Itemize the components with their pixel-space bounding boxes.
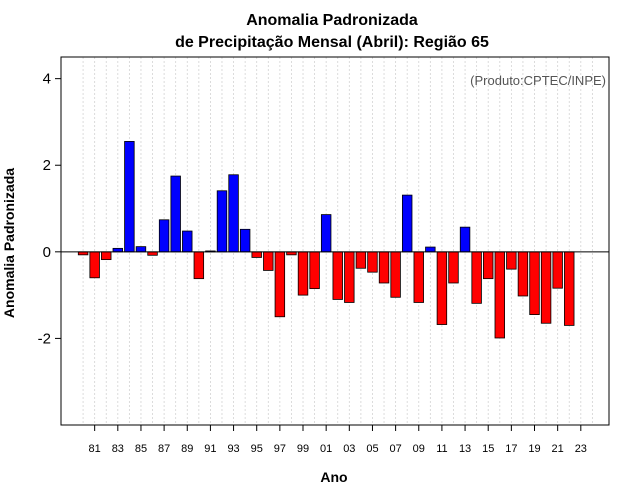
xtick-label-97: 97 [274, 443, 286, 455]
bar-10 [425, 246, 436, 253]
xtick-label-23: 23 [575, 443, 587, 455]
bar-07 [390, 251, 401, 298]
bar-08 [401, 194, 413, 253]
bar-94 [239, 228, 251, 253]
xtick-label-01: 01 [320, 443, 332, 455]
xtick-label-91: 91 [204, 443, 216, 455]
ytick-label--2: -2 [38, 330, 51, 347]
bar-92 [216, 190, 228, 253]
y-axis: -2 0 2 4 [38, 71, 61, 347]
bar-84 [124, 141, 135, 253]
xtick-label-13: 13 [459, 443, 471, 455]
xtick-label-09: 09 [413, 443, 425, 455]
xtick-label-85: 85 [135, 443, 147, 455]
xtick-label-81: 81 [89, 443, 101, 455]
bar-15 [483, 251, 494, 280]
bar-85 [135, 246, 147, 253]
xtick-label-93: 93 [227, 443, 239, 455]
bar-13 [459, 226, 471, 253]
xtick-label-15: 15 [482, 443, 494, 455]
bar-99 [297, 251, 309, 296]
xtick-label-89: 89 [181, 443, 193, 455]
x-axis-label: Ano [320, 469, 347, 485]
bar-16 [494, 251, 505, 339]
ytick-label-4: 4 [43, 71, 51, 88]
bar-03 [344, 251, 355, 303]
product-credit: (Produto:CPTEC/INPE) [470, 73, 606, 88]
x-axis: 81 83 85 87 89 91 93 95 97 99 01 03 05 07 09 11 13 15 17 19… [89, 425, 587, 455]
bar-20 [540, 251, 552, 324]
bar-18 [517, 251, 529, 297]
bar-83 [112, 247, 124, 253]
bar-14 [471, 251, 482, 304]
bar-04 [355, 251, 367, 269]
bar-97 [274, 251, 286, 318]
bar-00 [309, 251, 320, 290]
chart-title-line2: de Precipitação Mensal (Abril): Região 6… [175, 34, 489, 51]
xtick-label-87: 87 [158, 443, 170, 455]
xtick-label-95: 95 [251, 443, 263, 455]
bar-22 [564, 251, 575, 326]
bar-89 [182, 230, 193, 253]
xtick-label-99: 99 [297, 443, 309, 455]
chart-title-line1: Anomalia Padronizada [246, 12, 418, 29]
y-axis-label: Anomalia Padronizada [1, 168, 17, 318]
xtick-label-05: 05 [366, 443, 378, 455]
xtick-label-83: 83 [112, 443, 124, 455]
bar-81 [89, 251, 100, 279]
bar-06 [378, 251, 390, 284]
xtick-label-19: 19 [528, 443, 540, 455]
bar-86 [147, 251, 158, 256]
ytick-label-2: 2 [43, 157, 51, 174]
xtick-label-21: 21 [552, 443, 564, 455]
bar-19 [529, 251, 540, 316]
bar-90 [193, 251, 205, 280]
bar-87 [158, 219, 170, 253]
bar-17 [506, 251, 517, 270]
xtick-label-03: 03 [343, 443, 355, 455]
bar-82 [101, 251, 112, 261]
bar-21 [552, 251, 563, 289]
xtick-label-17: 17 [505, 443, 517, 455]
bar-93 [228, 174, 239, 253]
bar-09 [413, 251, 424, 303]
xtick-label-07: 07 [389, 443, 401, 455]
bar-96 [263, 251, 274, 271]
bar-88 [170, 175, 181, 253]
xtick-label-11: 11 [436, 443, 447, 455]
bars-group [77, 141, 575, 339]
ytick-label-0: 0 [43, 244, 51, 261]
bar-05 [367, 251, 378, 273]
bar-02 [332, 251, 343, 300]
plot-frame [60, 56, 610, 426]
bar-01 [320, 214, 332, 253]
bar-95 [251, 251, 262, 258]
bar-12 [448, 251, 459, 284]
bar-11 [436, 251, 448, 325]
